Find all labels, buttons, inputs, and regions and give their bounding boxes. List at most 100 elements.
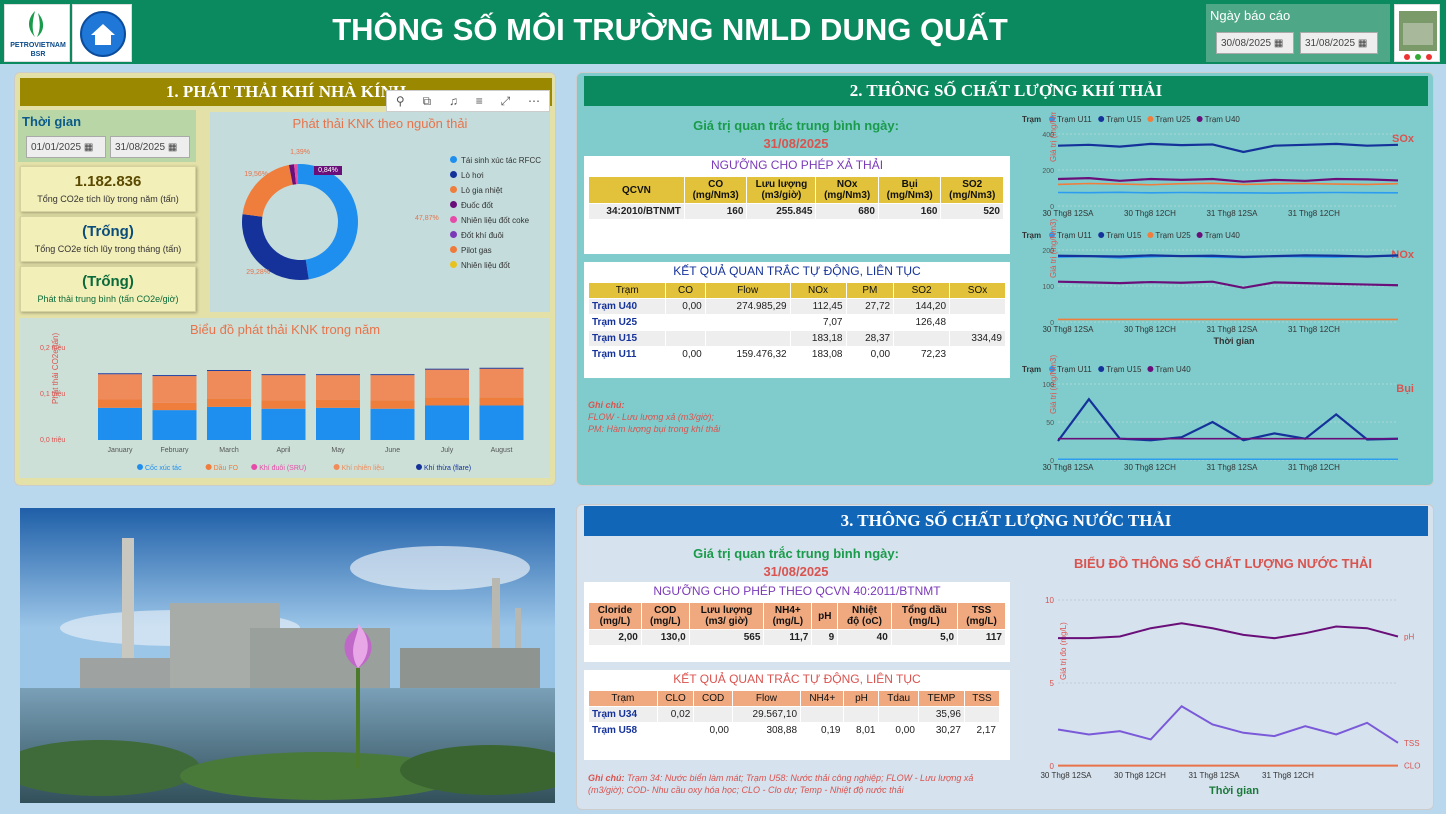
donut-legend-item[interactable]: Tái sinh xúc tác RFCC: [450, 156, 550, 165]
more-icon[interactable]: ⋯: [528, 94, 541, 108]
line-series: [1057, 182, 1399, 186]
table-header-cell[interactable]: SO2: [893, 282, 951, 299]
bar-segment: [98, 399, 142, 408]
table-cell: 34:2010/BTNMT: [588, 203, 685, 220]
legend-label: Đốt khí đuôi: [461, 231, 504, 240]
bar-segment: [479, 367, 524, 369]
copy-icon[interactable]: ⧉: [422, 93, 432, 108]
table-header-cell[interactable]: Tổng dầu (mg/L): [890, 602, 959, 630]
table-header-cell[interactable]: CO: [665, 282, 706, 299]
table-header-cell[interactable]: pH: [843, 690, 880, 707]
table-cell: [843, 706, 880, 723]
refinery-photo: [20, 508, 555, 803]
table-header-cell[interactable]: Flow: [704, 282, 791, 299]
table-header-cell[interactable]: Lưu lượng (m3/giờ): [746, 176, 817, 204]
table-header-cell[interactable]: SOx: [949, 282, 1006, 299]
table-row[interactable]: Trạm U40 0,00 274.985,29 112,45 27,72 144,20: [587, 298, 1006, 315]
pin-icon[interactable]: ⚲: [395, 94, 405, 108]
filter-icon[interactable]: ≡: [475, 94, 483, 108]
line-y-tick: 200: [1042, 248, 1054, 255]
table-cell: [665, 314, 706, 331]
table-header-cell[interactable]: TSS (mg/L): [957, 602, 1006, 630]
table-header-cell[interactable]: Bụi (mg/Nm3): [877, 176, 942, 204]
table-header-cell[interactable]: COD (mg/L): [640, 602, 690, 630]
date-from-input[interactable]: 01/01/2025 ▦: [26, 136, 106, 158]
table-header-cell[interactable]: Lưu lượng (m3/ giờ): [688, 602, 765, 630]
table-row[interactable]: Trạm U58 0,00 308,88 0,19 8,01 0,00 30,27 2,17: [588, 722, 1001, 739]
table-header-cell[interactable]: TSS: [963, 690, 1001, 707]
donut-legend-item[interactable]: Lò hơi: [450, 171, 550, 180]
bar-segment: [98, 407, 142, 440]
legend-dot-icon: [450, 156, 457, 163]
bar-segment: [425, 369, 469, 398]
donut-legend-item[interactable]: Nhiên liệu đốt coke: [450, 216, 550, 225]
line-x-tick: 31 Thg8 12CH: [1288, 463, 1340, 472]
donut-legend-item[interactable]: Lò gia nhiệt: [450, 186, 550, 195]
report-date-from[interactable]: 30/08/2025 ▦: [1216, 32, 1294, 54]
bar-segment: [152, 402, 197, 411]
table-row[interactable]: Trạm U15 183,18 28,37 334,49: [587, 330, 1006, 347]
bar-x-tick: July: [441, 447, 454, 454]
table-header-cell[interactable]: NOx: [789, 282, 847, 299]
table-header-cell[interactable]: Trạm: [588, 690, 658, 707]
donut-legend-item[interactable]: Pilot gas: [450, 246, 550, 255]
donut-legend-item[interactable]: Nhiên liệu đốt: [450, 261, 550, 270]
table-cell: [893, 330, 951, 347]
water-series-label: TSS: [1404, 739, 1420, 748]
donut-legend-item[interactable]: Đuốc đốt: [450, 201, 550, 210]
table-row[interactable]: Trạm U34 0,02 29.567,10 35,96: [588, 706, 1001, 723]
report-date-label: Ngày báo cáo: [1210, 8, 1291, 23]
table-header-cell[interactable]: pH: [811, 602, 839, 630]
table-header-cell[interactable]: Nhiệt độ (oC): [837, 602, 892, 630]
bar-x-tick: February: [160, 447, 189, 454]
bar-segment: [370, 375, 415, 401]
water-x-tick: 30 Thg8 12SA: [1040, 771, 1092, 780]
table-cell: 9: [811, 629, 839, 646]
table-header-cell[interactable]: TEMP: [917, 690, 965, 707]
calendar-icon: ▦: [1273, 38, 1284, 49]
line-x-tick: 30 Thg8 12CH: [1124, 463, 1176, 472]
report-date-to[interactable]: 31/08/2025 ▦: [1300, 32, 1378, 54]
bar-segment: [316, 375, 360, 400]
table-header-cell[interactable]: QCVN: [588, 176, 685, 204]
table-row[interactable]: 2,00 130,0 565 11,7 9 40 5,0 117: [588, 629, 1006, 646]
table-header-cell[interactable]: PM: [845, 282, 895, 299]
table-header-cell[interactable]: NH4+ (mg/L): [763, 602, 813, 630]
donut-label-bg: [314, 166, 342, 175]
table-header-cell[interactable]: NOx (mg/Nm3): [815, 176, 879, 204]
donut-legend-item[interactable]: Đốt khí đuôi: [450, 231, 550, 240]
water-auto-card: KẾT QUẢ QUAN TRẮC TỰ ĐỘNG, LIÊN TỤC Trạm…: [584, 670, 1010, 760]
table-header-cell[interactable]: Cloride (mg/L): [588, 602, 642, 630]
kpi-avg-label: Phát thải trung bình (tấn CO2e/giờ): [37, 294, 179, 304]
table-row[interactable]: 34:2010/BTNMT 160 255.845 680 160 520: [588, 203, 1004, 220]
kpi-avg-value: (Trống): [82, 273, 134, 290]
water-limit-title: NGƯỠNG CHO PHÉP THEO QCVN 40:2011/BTNMT: [653, 584, 941, 598]
table-header-cell[interactable]: COD: [693, 690, 733, 707]
table-header-cell[interactable]: CLO: [656, 690, 695, 707]
water-x-tick: 30 Thg8 12CH: [1114, 771, 1166, 780]
table-cell: Trạm U40: [587, 298, 667, 315]
table-cell: 183,08: [789, 346, 847, 363]
legend-dot-icon: [450, 246, 457, 253]
date-to-input[interactable]: 31/08/2025 ▦: [110, 136, 190, 158]
line-x-tick: 30 Thg8 12CH: [1124, 325, 1176, 334]
line-legend-dot: [1098, 366, 1105, 372]
home-button[interactable]: [72, 4, 132, 62]
bar-segment: [207, 398, 251, 407]
table-header-cell[interactable]: Flow: [731, 690, 802, 707]
bar-segment: [370, 400, 415, 409]
table-header-cell[interactable]: Tdau: [878, 690, 919, 707]
table-cell: 160: [877, 203, 942, 220]
air-note-1: FLOW - Lưu lượng xả (m3/giờ);: [588, 412, 714, 422]
table-header-cell[interactable]: NH4+: [800, 690, 845, 707]
time-filter: Thời gian 01/01/2025 ▦ 31/08/2025 ▦: [18, 110, 196, 162]
table-row[interactable]: Trạm U11 0,00 159.476,32 183,08 0,00 72,23: [587, 346, 1006, 363]
table-row[interactable]: Trạm U25 7,07 126,48: [587, 314, 1006, 331]
table-header-cell[interactable]: SO2 (mg/Nm3): [940, 176, 1004, 204]
line-legend-label: Trạm U40: [1155, 365, 1191, 374]
bell-icon[interactable]: ♫: [448, 94, 458, 108]
bar-chart-title: Biểu đồ phát thải KNK trong năm: [189, 322, 381, 337]
expand-icon[interactable]: ⤢: [500, 93, 511, 108]
table-header-cell[interactable]: CO (mg/Nm3): [683, 176, 748, 204]
table-header-cell[interactable]: Trạm: [587, 282, 667, 299]
